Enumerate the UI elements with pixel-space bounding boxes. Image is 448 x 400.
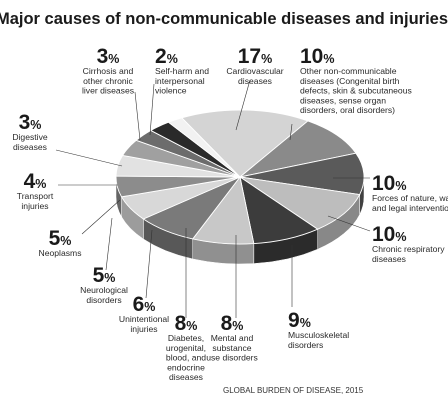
leader-line <box>149 83 155 136</box>
slice-category-label: Self-harm and interpersonal violence <box>155 66 209 96</box>
source-note: GLOBAL BURDEN OF DISEASE, 2015 <box>223 386 364 395</box>
slice-value-label: 8% <box>175 312 198 335</box>
leader-line <box>105 217 113 271</box>
slice-value-label: 10% <box>300 45 334 68</box>
pie-slice <box>239 176 361 230</box>
slice-category-label: Neurological disorders <box>80 285 128 305</box>
slice-value-label: 5% <box>93 264 116 287</box>
leader-line <box>81 199 121 235</box>
leader-line <box>235 79 251 131</box>
slice-value-label: 17% <box>238 45 272 68</box>
slice-category-label: Chronic respiratory diseases <box>372 244 445 264</box>
slice-category-label: Musculoskeletal disorders <box>288 330 349 350</box>
slice-category-label: Mental and substance use disorders <box>206 333 258 363</box>
pie-slice <box>180 109 309 178</box>
leader-line <box>55 149 123 167</box>
slice-category-label: Unintentional injuries <box>119 314 169 334</box>
slice-value-label: 6% <box>133 293 156 316</box>
slice-value-label: 3% <box>19 111 42 134</box>
slice-category-label: Forces of nature, war, and legal interven… <box>372 193 448 213</box>
leader-line <box>134 91 141 141</box>
slice-category-label: Digestive diseases <box>12 132 48 152</box>
slice-category-label: Other non-communicable diseases (Congenit… <box>300 66 412 115</box>
pie-slice <box>239 120 357 178</box>
slice-category-label: Cirrhosis and other chronic liver diseases <box>82 66 134 96</box>
leader-line <box>289 123 293 141</box>
slice-value-label: 4% <box>24 170 47 193</box>
slice-value-label: 5% <box>49 227 72 250</box>
slice-value-label: 10% <box>372 223 406 246</box>
slice-value-label: 2% <box>155 45 178 68</box>
slice-category-label: Cardiovascular diseases <box>226 66 283 86</box>
leader-line <box>327 215 371 232</box>
slice-category-label: Neoplasms <box>39 248 82 258</box>
leader-line <box>145 229 153 299</box>
pie-slice <box>167 117 241 178</box>
slice-value-label: 9% <box>288 309 311 332</box>
chart-title: Major causes of non-communicable disease… <box>0 10 448 28</box>
slice-category-label: Transport injuries <box>17 191 54 211</box>
pie-slice <box>239 152 365 196</box>
pie-layer <box>115 109 365 265</box>
slice-value-label: 8% <box>221 312 244 335</box>
slice-value-label: 10% <box>372 172 406 195</box>
slice-value-label: 3% <box>97 45 120 68</box>
slice-category-label: Diabetes, urogenital, blood, and endocrine d… <box>166 333 206 382</box>
